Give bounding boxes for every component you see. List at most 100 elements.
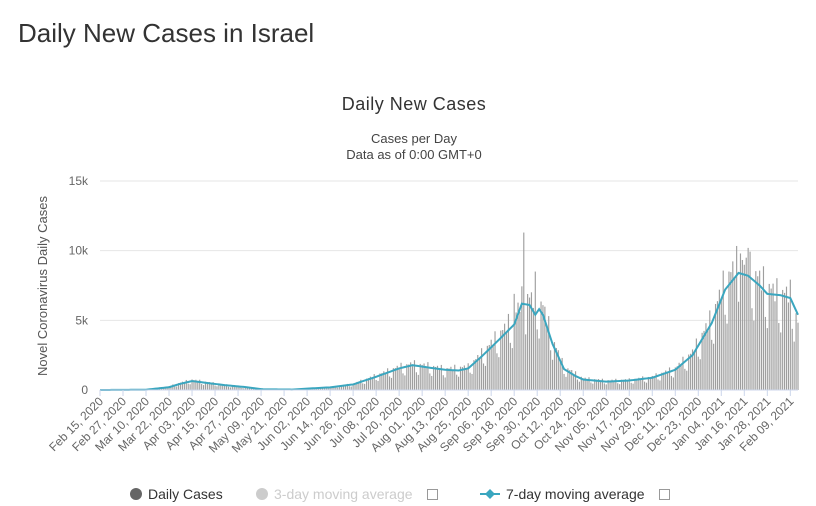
chart-subtitle-line1: Cases per Day	[371, 131, 457, 146]
daily-cases-bar	[508, 314, 509, 390]
daily-cases-bar	[512, 348, 513, 390]
daily-cases-bar	[730, 272, 731, 390]
daily-cases-bar	[577, 380, 578, 390]
daily-cases-bar	[726, 324, 727, 390]
daily-cases-bar	[755, 271, 756, 390]
daily-cases-bar	[742, 260, 743, 390]
daily-cases-bar	[646, 383, 647, 390]
daily-cases-bar	[573, 374, 574, 390]
legend-daily-cases[interactable]: Daily Cases	[130, 486, 223, 502]
daily-cases-bar	[677, 366, 678, 390]
daily-cases-bar	[389, 376, 390, 390]
daily-cases-bar	[748, 248, 749, 390]
daily-cases-bar	[188, 384, 189, 390]
daily-cases-bar	[190, 384, 191, 390]
daily-cases-bar	[575, 371, 576, 390]
daily-cases-bar	[771, 289, 772, 390]
daily-cases-bar	[431, 376, 432, 390]
daily-cases-bar	[402, 373, 403, 390]
daily-cases-bar	[448, 368, 449, 390]
daily-cases-bar	[761, 290, 762, 390]
daily-cases-bar	[535, 272, 536, 390]
daily-cases-bar	[794, 342, 795, 390]
daily-cases-bar	[456, 375, 457, 390]
daily-cases-bar	[788, 302, 789, 390]
daily-cases-bar	[364, 384, 365, 390]
y-tick-label: 5k	[75, 313, 89, 327]
daily-cases-bar	[454, 365, 455, 390]
daily-cases-bar	[521, 286, 522, 390]
daily-cases-bar	[707, 330, 708, 390]
daily-cases-bar	[399, 369, 400, 390]
daily-cases-bar	[435, 367, 436, 390]
daily-cases-bar	[425, 368, 426, 390]
daily-cases-bar	[514, 294, 515, 390]
daily-cases-bar	[600, 381, 601, 390]
daily-cases-bar	[684, 369, 685, 390]
daily-cases-bar	[769, 284, 770, 390]
daily-cases-bar	[539, 339, 540, 390]
daily-cases-bar	[433, 366, 434, 390]
daily-cases-bar	[420, 364, 421, 390]
daily-cases-bar	[606, 384, 607, 390]
daily-cases-bar	[767, 328, 768, 390]
daily-cases-bar	[711, 340, 712, 390]
daily-cases-bar	[671, 376, 672, 390]
daily-cases-bar	[481, 348, 482, 390]
legend-seven-day-average[interactable]: 7-day moving average	[480, 486, 670, 502]
daily-cases-bar	[447, 368, 448, 390]
daily-cases-bar	[516, 312, 517, 390]
daily-cases-bar	[422, 365, 423, 390]
daily-cases-bar	[548, 316, 549, 390]
daily-cases-bar	[746, 258, 747, 390]
daily-cases-bar	[176, 386, 177, 390]
daily-cases-bar	[797, 323, 798, 390]
daily-cases-bar	[690, 354, 691, 390]
daily-cases-bar	[654, 377, 655, 390]
daily-cases-bar	[586, 380, 587, 390]
y-tick-label: 10k	[69, 244, 89, 258]
daily-cases-bar	[590, 382, 591, 390]
daily-cases-bar	[372, 378, 373, 390]
daily-cases-bar	[550, 350, 551, 390]
daily-cases-bar	[759, 271, 760, 390]
daily-cases-bar	[709, 310, 710, 390]
daily-cases-bar	[502, 330, 503, 390]
daily-cases-bar	[686, 371, 687, 390]
daily-cases-bar	[786, 287, 787, 390]
daily-cases-bar	[631, 383, 632, 390]
daily-cases-bar	[765, 317, 766, 390]
daily-cases-bar	[203, 385, 204, 390]
daily-cases-bar	[723, 271, 724, 390]
daily-cases-bar	[579, 382, 580, 390]
legend-seven-day-marker	[480, 488, 500, 500]
daily-cases-bar	[640, 379, 641, 390]
daily-cases-bar	[404, 375, 405, 390]
daily-cases-bar	[721, 300, 722, 390]
daily-cases-bar	[489, 345, 490, 390]
daily-cases-bar	[443, 375, 444, 390]
daily-cases-bar	[560, 360, 561, 390]
daily-cases-bar	[734, 278, 735, 390]
daily-cases-bar	[673, 377, 674, 390]
legend-three-day-average[interactable]: 3-day moving average	[256, 486, 438, 502]
daily-cases-bar	[657, 379, 658, 390]
daily-cases-bar	[565, 377, 566, 390]
daily-cases-bar	[527, 294, 528, 390]
y-axis-label: Novel Coronavirus Daily Cases	[35, 196, 50, 376]
daily-cases-bar	[496, 353, 497, 390]
daily-cases-bar	[377, 381, 378, 390]
daily-cases-bar	[525, 334, 526, 390]
daily-cases-bar	[617, 383, 618, 390]
daily-cases-bar	[736, 246, 737, 390]
daily-cases-bar	[475, 359, 476, 390]
daily-cases-bar	[753, 321, 754, 390]
daily-cases-bar	[592, 384, 593, 390]
chart-title: Daily New Cases	[342, 94, 487, 114]
daily-cases-bar	[418, 375, 419, 390]
daily-cases-bar	[506, 332, 507, 390]
daily-cases-bar	[772, 284, 773, 390]
